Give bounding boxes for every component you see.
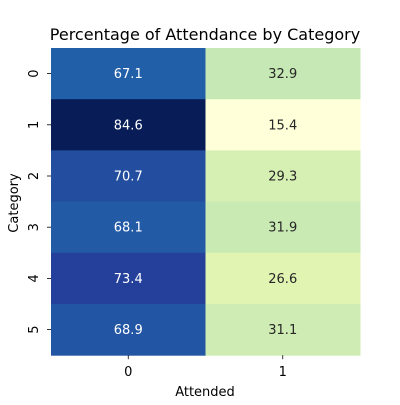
cell-value-label: 32.9 [268, 67, 297, 82]
cell-value-label: 15.4 [268, 118, 297, 133]
chart-title: Percentage of Attendance by Category [50, 25, 360, 44]
heatmap-cell [51, 252, 206, 305]
x-tick-label: 0 [124, 365, 132, 380]
y-tick-label: 4 [27, 274, 42, 282]
cell-value-label: 31.9 [268, 221, 297, 236]
cell-value-label: 67.1 [114, 67, 143, 82]
cell-value-label: 68.9 [114, 323, 143, 338]
y-axis-ticks: 0 1 2 3 4 5 [27, 69, 51, 334]
heatmap-cell [205, 48, 361, 100]
heatmap-cell [51, 48, 206, 100]
heatmap-cell [205, 304, 361, 356]
heatmap-cell [51, 304, 206, 356]
y-tick-label: 2 [27, 172, 42, 180]
heatmap-cells: 67.1 32.9 84.6 15.4 70.7 29.3 68.1 31.9 73.4 26.6… [51, 48, 361, 356]
heatmap-cell [51, 201, 206, 254]
y-tick-label: 1 [27, 121, 42, 129]
cell-value-label: 31.1 [268, 323, 297, 338]
y-tick-label: 3 [27, 223, 42, 231]
cell-value-label: 84.6 [114, 118, 143, 133]
x-tick-label: 1 [279, 365, 287, 380]
cell-value-label: 26.6 [268, 272, 297, 287]
cell-value-label: 70.7 [114, 170, 143, 185]
y-tick-label: 5 [27, 325, 42, 333]
heatmap-cell [205, 201, 361, 254]
heatmap-cell [51, 150, 206, 203]
x-axis-label: Attended [175, 385, 235, 400]
cell-value-label: 29.3 [268, 170, 297, 185]
y-tick-label: 0 [27, 69, 42, 77]
cell-value-label: 73.4 [114, 272, 143, 287]
heatmap-cell [205, 150, 361, 203]
heatmap-cell [205, 252, 361, 305]
cell-value-label: 68.1 [114, 221, 143, 236]
heatmap-cell [51, 99, 206, 151]
heatmap-cell [205, 99, 361, 151]
y-axis-label: Category [7, 173, 22, 233]
